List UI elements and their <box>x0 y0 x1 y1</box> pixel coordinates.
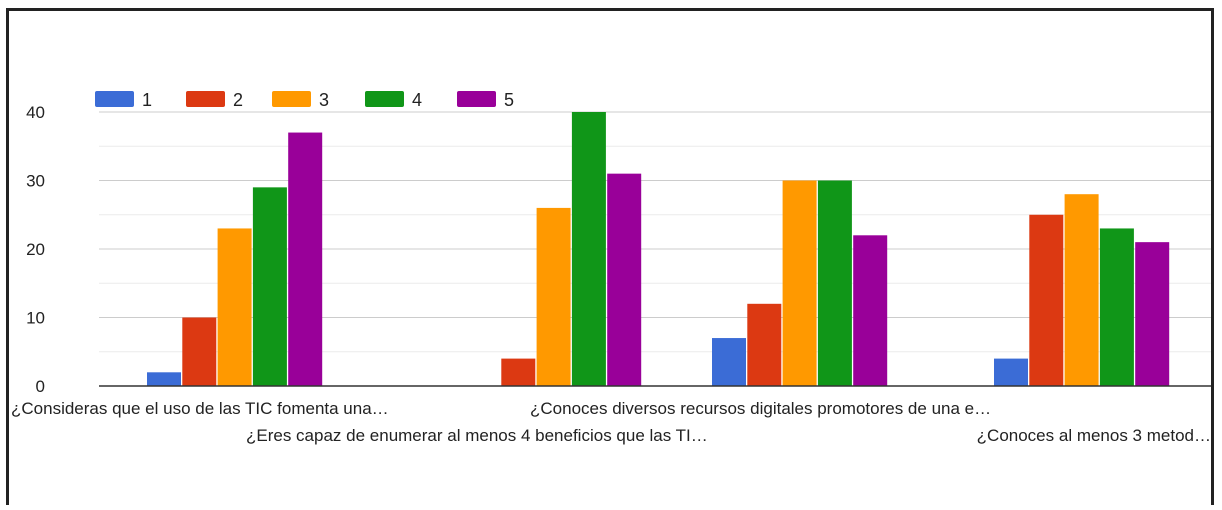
legend-swatch <box>95 91 134 107</box>
y-tick-label: 20 <box>26 240 45 259</box>
x-axis-labels: ¿Consideras que el uso de las TIC foment… <box>11 399 1211 445</box>
bar-1-series-1 <box>147 372 181 386</box>
bar-2-series-4 <box>571 112 606 386</box>
legend-swatch <box>272 91 311 107</box>
y-axis: 0 10 20 30 40 <box>26 103 45 396</box>
bar-2-series-2 <box>501 358 536 386</box>
bars <box>147 112 1170 386</box>
y-tick-label: 10 <box>26 309 45 328</box>
legend-label: 3 <box>319 90 329 110</box>
bar-2-series-5 <box>607 173 642 386</box>
legend-item-3[interactable]: 3 <box>272 90 329 110</box>
legend-swatch <box>365 91 404 107</box>
category-label: ¿Eres capaz de enumerar al menos 4 benef… <box>246 426 708 445</box>
category-label: ¿Consideras que el uso de las TIC foment… <box>11 399 389 418</box>
chart-frame: 0 10 20 30 40 ¿Consideras que el uso de las … <box>6 8 1214 505</box>
legend-label: 5 <box>504 90 514 110</box>
bar-3-series-1 <box>712 338 746 386</box>
bar-4-series-4 <box>1099 228 1134 386</box>
bar-1-series-2 <box>182 317 217 386</box>
y-tick-label: 40 <box>26 103 45 122</box>
legend-item-4[interactable]: 4 <box>365 90 422 110</box>
bar-1-series-4 <box>252 187 287 386</box>
bar-4-series-1 <box>994 358 1028 386</box>
legend-item-2[interactable]: 2 <box>186 90 243 110</box>
y-tick-label: 30 <box>26 172 45 191</box>
y-tick-label: 0 <box>36 377 45 396</box>
legend: 1 2 3 4 5 <box>95 90 514 110</box>
bar-4-series-2 <box>1029 214 1064 386</box>
bar-3-series-3 <box>782 180 817 386</box>
bar-2-series-3 <box>536 207 571 386</box>
bar-4-series-5 <box>1135 242 1170 386</box>
legend-label: 4 <box>412 90 422 110</box>
legend-item-5[interactable]: 5 <box>457 90 514 110</box>
bar-1-series-3 <box>217 228 252 386</box>
legend-item-1[interactable]: 1 <box>95 90 152 110</box>
legend-label: 1 <box>142 90 152 110</box>
bar-3-series-4 <box>817 180 852 386</box>
bar-chart: 0 10 20 30 40 ¿Consideras que el uso de las … <box>11 90 1211 445</box>
bar-1-series-5 <box>288 132 323 386</box>
bar-3-series-5 <box>853 235 888 386</box>
category-label: ¿Conoces diversos recursos digitales pro… <box>530 399 991 418</box>
legend-label: 2 <box>233 90 243 110</box>
category-label: ¿Conoces al menos 3 metod… <box>977 426 1211 445</box>
legend-swatch <box>186 91 225 107</box>
legend-swatch <box>457 91 496 107</box>
bar-3-series-2 <box>747 303 782 386</box>
bar-4-series-3 <box>1064 194 1099 386</box>
